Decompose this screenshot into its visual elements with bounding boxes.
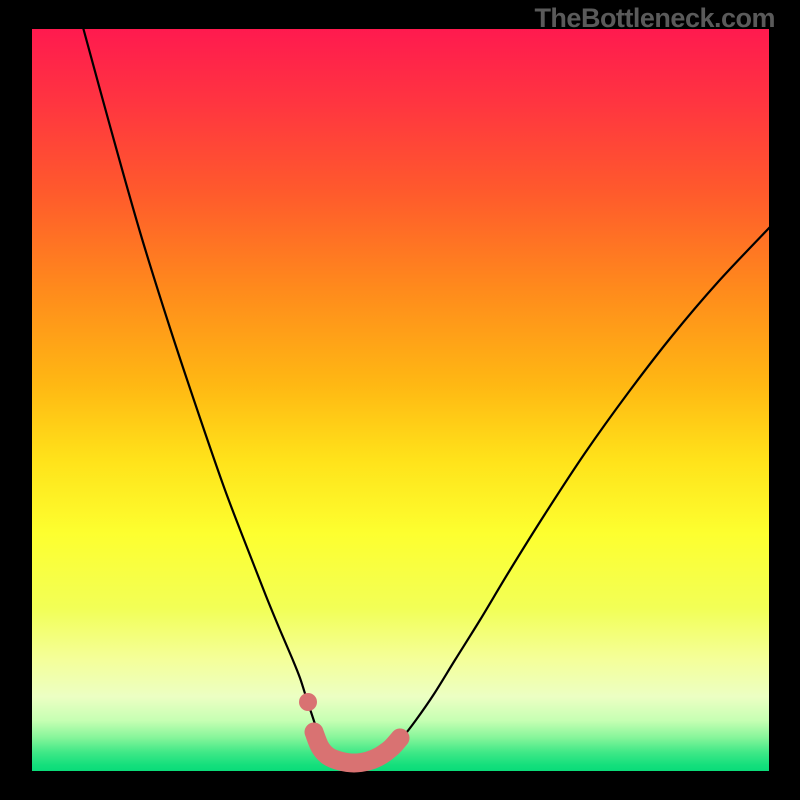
bottleneck-chart <box>0 0 800 800</box>
marker-dot <box>299 693 317 711</box>
gradient-background <box>32 29 769 771</box>
watermark-text: TheBottleneck.com <box>534 3 775 34</box>
